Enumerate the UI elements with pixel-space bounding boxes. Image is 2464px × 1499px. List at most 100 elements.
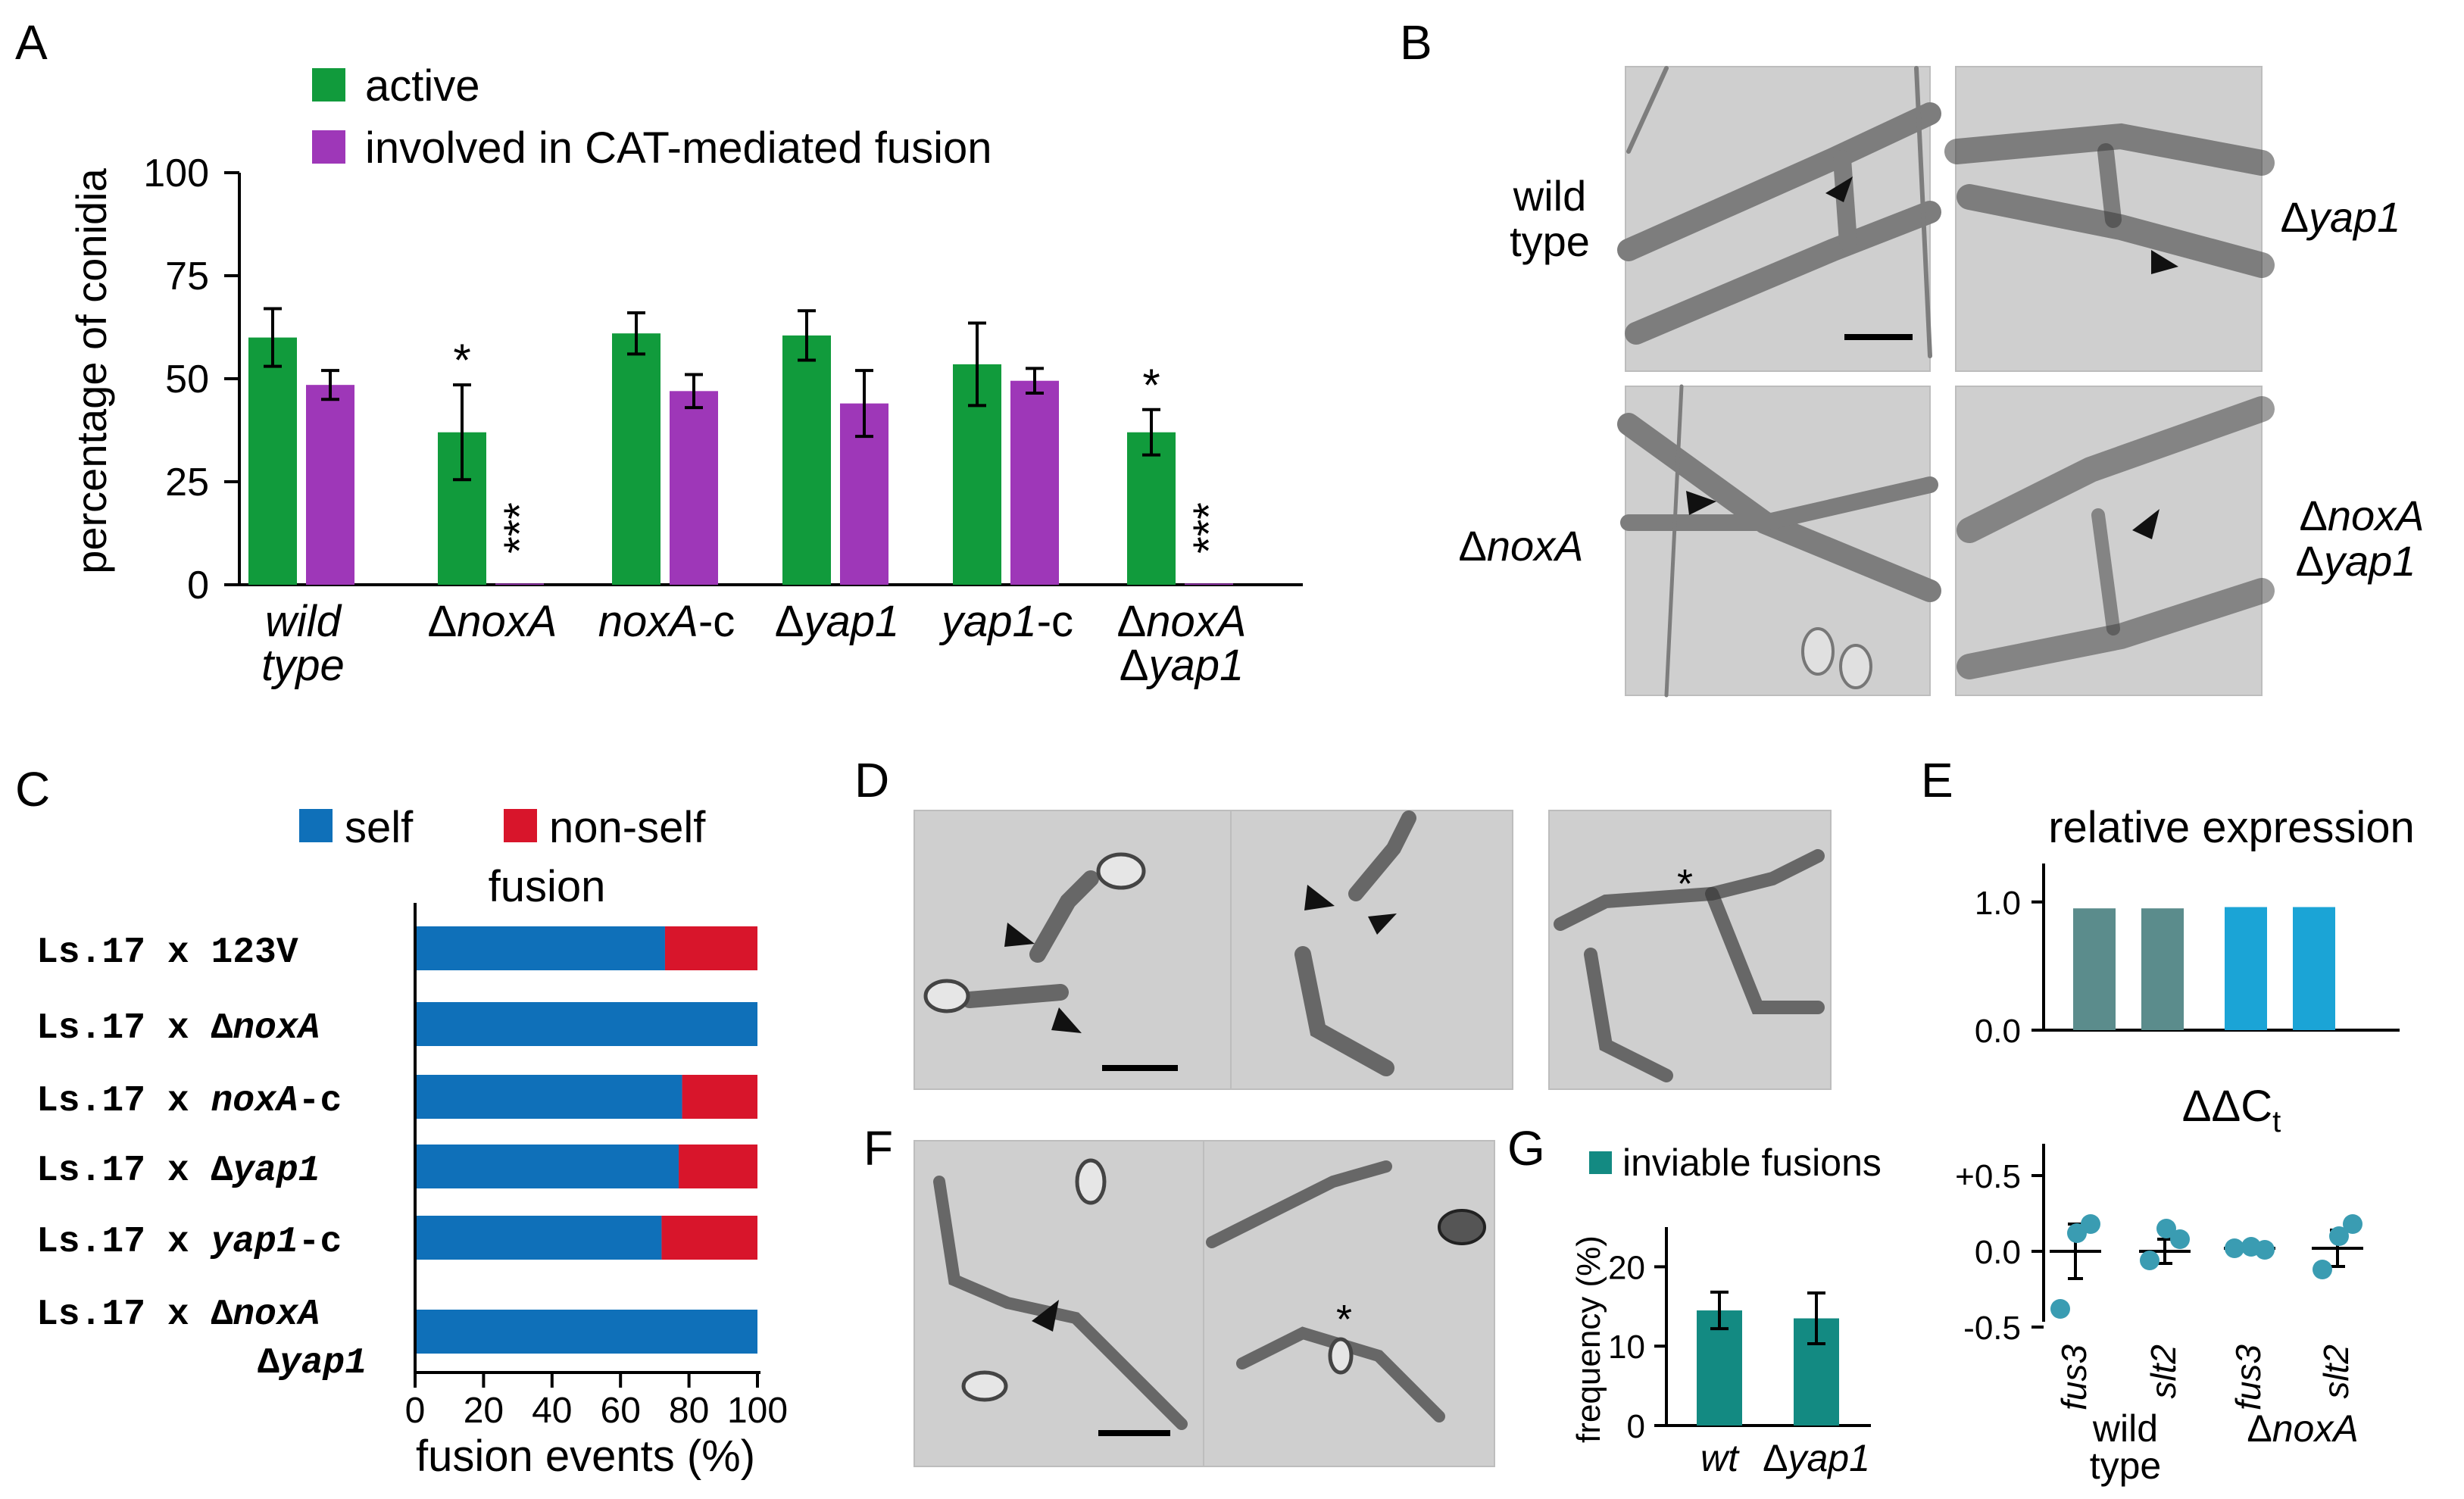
panel-a-xlabel: ΔnoxA (428, 597, 557, 646)
ddct-point (2170, 1229, 2190, 1249)
panel-a-ytick-label: 100 (143, 151, 209, 195)
ddct-point (2329, 1226, 2349, 1246)
micrograph-d-3: * (1548, 810, 1832, 1090)
panel-c-xtick-label: 20 (464, 1391, 504, 1431)
panel-e-ddct-ytick-label: 0.0 (1975, 1234, 2021, 1271)
panel-a-xlabel: Δyap1 (775, 597, 900, 646)
panel-c-rowlabel: Ls.17 x ΔnoxA (36, 1294, 320, 1335)
panel-b-label-double1: ΔnoxA (2299, 492, 2424, 539)
bar-self-4 (417, 1216, 662, 1260)
bar-relexp-1 (2141, 908, 2184, 1030)
panel-g-xlabel: Δyap1 (1763, 1437, 1870, 1479)
panel-label-a: A (15, 15, 48, 70)
panel-g-ytick-label: 10 (1608, 1329, 1645, 1366)
panel-c-xtick-label: 60 (601, 1391, 641, 1431)
panel-c-rowlabels: Ls.17 x 123V Ls.17 x ΔnoxA Ls.17 x noxA-c L… (36, 932, 367, 1384)
legend-swatch-nonself (504, 809, 537, 842)
svg-text:*: * (1677, 861, 1693, 907)
bar-active-5 (1127, 432, 1176, 585)
panel-a-xlabel: yap1-c (938, 597, 1073, 646)
ddct-point (2313, 1260, 2332, 1279)
micrograph-f-1 (913, 1140, 1204, 1467)
panel-g-ytick-label: 20 (1608, 1249, 1645, 1286)
panel-c-rowlabel: Δyap1 (258, 1343, 367, 1384)
legend-label-inviable: inviable fusions (1622, 1141, 1882, 1184)
panel-a-ytick-label: 25 (165, 461, 209, 504)
panel-c-xtick-label: 80 (669, 1391, 709, 1431)
panel-c-xtick-label: 40 (532, 1391, 572, 1431)
bar-fusion-2 (670, 391, 718, 585)
panel-c-rowlabel: Ls.17 x noxA-c (36, 1081, 342, 1122)
micrograph-d-1 (913, 810, 1242, 1090)
bar-self-0 (417, 926, 665, 970)
panel-c-xtick-label: 0 (405, 1391, 426, 1431)
micrograph-b-wildtype (1617, 66, 1941, 372)
ddct-point (2241, 1237, 2261, 1257)
panel-g-bars (1697, 1290, 1839, 1426)
panel-g-yticks: 0 10 20 (1608, 1249, 1666, 1445)
panel-g-ylabel: frequency (%) (1570, 1235, 1607, 1443)
micrograph-d-2 (1230, 810, 1513, 1090)
panel-e-group-wt1: wild (2092, 1407, 2158, 1450)
gene-label: slt2 (2144, 1344, 2183, 1399)
bar-relexp-3 (2293, 907, 2335, 1030)
panel-b-label-double2: Δyap1 (2296, 537, 2416, 585)
panel-a-bars: ******** (248, 307, 1234, 585)
bar-relexp-0 (2073, 908, 2116, 1030)
bar-fusion-1 (495, 583, 544, 585)
ddct-point (2343, 1214, 2363, 1234)
gene-label: slt2 (2316, 1344, 2356, 1399)
panel-a-ytick-label: 75 (165, 255, 209, 298)
panel-b-label-wt2: type (1510, 217, 1590, 265)
panel-c-rowlabel: Ls.17 x 123V (36, 932, 298, 973)
bar-nonself-0 (664, 926, 757, 970)
panel-a-xlabel: wild (265, 597, 342, 646)
panel-e-ddct-title: ΔΔCt (2182, 1082, 2281, 1138)
bar-active-2 (612, 333, 661, 585)
bar-relexp-2 (2225, 907, 2267, 1030)
ddct-point (2067, 1223, 2087, 1243)
panel-e-group-wt2: type (2090, 1444, 2162, 1487)
bar-nonself-2 (682, 1075, 757, 1119)
ddct-point (2156, 1219, 2176, 1238)
ddct-point (2225, 1238, 2244, 1258)
panel-label-e: E (1921, 753, 1953, 807)
bar-self-1 (417, 1002, 757, 1046)
legend-swatch-fusion (312, 130, 345, 164)
panel-c-xlabel: fusion events (%) (416, 1432, 755, 1481)
significance-mark: * (453, 335, 470, 386)
legend-swatch-active (312, 68, 345, 101)
panel-e-ddct-points (2050, 1214, 2363, 1319)
micrograph-b-double (1955, 386, 2275, 696)
ddct-point (2050, 1299, 2070, 1319)
panel-e-bars (2073, 907, 2335, 1030)
bar-fusion-0 (306, 385, 354, 585)
panel-g-xlabels: wt Δyap1 (1700, 1437, 1870, 1479)
panel-a-xlabel: Δyap1 (1120, 641, 1244, 690)
panel-c-rowlabel: Ls.17 x ΔnoxA (36, 1008, 320, 1049)
significance-mark: *** (1185, 502, 1234, 554)
panel-label-c: C (15, 762, 50, 817)
significance-mark: * (1142, 360, 1160, 411)
panel-label-b: B (1400, 15, 1432, 70)
panel-e-ddct-yticks: +0.5 0.0 -0.5 (1955, 1158, 2044, 1347)
panel-label-f: F (863, 1121, 893, 1176)
panel-a-xlabel: ΔnoxA (1117, 597, 1247, 646)
panel-e-ddct-ytick-label: -0.5 (1963, 1310, 2021, 1347)
legend-label-fusion-sub: fusion (489, 862, 606, 911)
panel-a-ytick-label: 50 (165, 358, 209, 401)
legend-swatch-inviable (1589, 1151, 1612, 1174)
legend-label-self: self (345, 803, 414, 852)
micrograph-f-2: * (1203, 1140, 1495, 1467)
panel-a-yticks: 0 25 50 75 100 (143, 151, 239, 607)
panel-c-bars (417, 926, 757, 1354)
panel-g-xlabel: wt (1700, 1437, 1740, 1479)
panel-b-label-yap1: Δyap1 (2281, 193, 2401, 241)
panel-c-rowlabel: Ls.17 x yap1-c (36, 1222, 342, 1263)
panel-e-title: relative expression (2048, 803, 2415, 852)
panel-e-gene-labels: fus3 slt2 fus3 slt2 (2054, 1344, 2356, 1410)
panel-e-ytick-label: 0.0 (1975, 1013, 2021, 1050)
panel-a-ytick-label: 0 (187, 564, 209, 607)
